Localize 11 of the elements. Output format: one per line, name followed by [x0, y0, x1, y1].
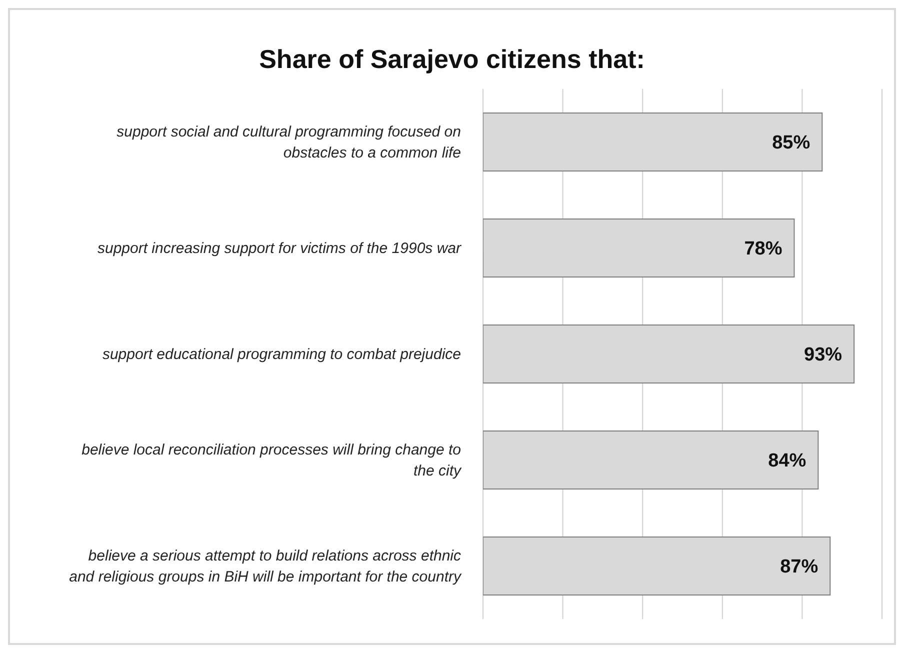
- chart-title: Share of Sarajevo citizens that:: [258, 44, 646, 75]
- data-label: 84%: [768, 450, 806, 472]
- data-label: 78%: [744, 238, 782, 260]
- data-label: 93%: [804, 344, 842, 366]
- y-tick-label: believe local reconciliation processes will bring change to the city: [82, 441, 462, 479]
- data-label: 87%: [780, 556, 818, 578]
- y-tick-label: support increasing support for victims of the 1990s war: [97, 240, 462, 256]
- y-tick-label: believe a serious attempt to build relations across ethnic and religious groups in BiH will be important for the country: [69, 547, 462, 585]
- y-tick-label: support social and cultural programming focused on obstacles to a common life: [116, 123, 461, 161]
- data-label: 85%: [772, 132, 810, 154]
- y-tick-label: support educational programming to combat prejudice: [102, 346, 461, 362]
